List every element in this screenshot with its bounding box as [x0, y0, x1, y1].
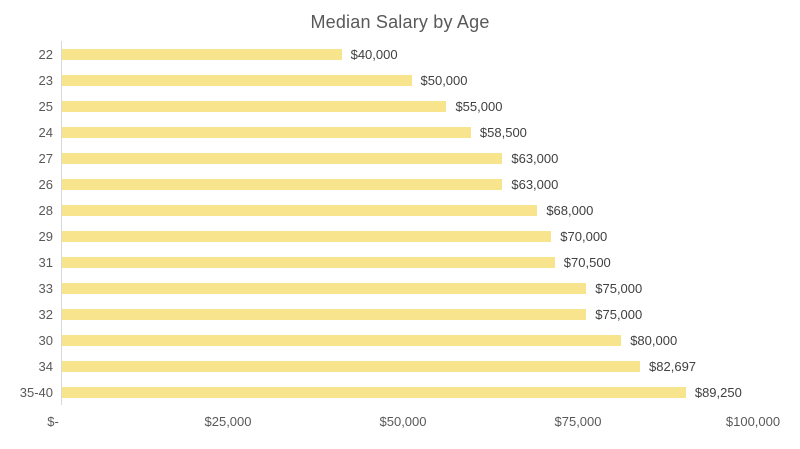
bar — [62, 256, 555, 268]
category-label: 26 — [38, 176, 53, 192]
bar-row: 24 $58,500 — [39, 119, 761, 145]
category-label: 35-40 — [19, 384, 53, 400]
category-label: 30 — [38, 332, 53, 348]
x-tick-label: $50,000 — [379, 414, 427, 429]
category-label: 23 — [38, 72, 53, 88]
bar-row: 27 $63,000 — [39, 145, 761, 171]
bar-row: 33 $75,000 — [39, 275, 761, 301]
chart-title: Median Salary by Age — [310, 12, 490, 32]
value-label: $55,000 — [455, 98, 503, 114]
x-axis: $- $25,000 $50,000 $75,000 $100,000 — [47, 405, 780, 429]
value-label: $82,697 — [649, 358, 697, 374]
category-label: 27 — [38, 150, 53, 166]
plot-area: 22 $40,000 23 $50,000 25 $55,000 24 $58,500 27 $6… — [0, 41, 800, 405]
category-label: 31 — [38, 254, 53, 270]
bar — [62, 204, 538, 216]
category-label: 25 — [38, 98, 53, 114]
bar — [62, 178, 503, 190]
bar-row: 25 $55,000 — [39, 93, 761, 119]
value-label: $63,000 — [511, 150, 559, 166]
bar-row: 35-40 $89,250 — [20, 379, 761, 405]
bar — [62, 308, 587, 320]
bar-row: 26 $63,000 — [39, 171, 761, 197]
category-label: 33 — [38, 280, 53, 296]
category-label: 34 — [38, 358, 53, 374]
bar — [62, 230, 552, 242]
category-label: 32 — [38, 306, 53, 322]
bar — [62, 100, 447, 112]
bar — [62, 126, 471, 138]
bar — [62, 48, 342, 60]
category-label: 29 — [38, 228, 53, 244]
bar-rows: 22 $40,000 23 $50,000 25 $55,000 24 $58,500 27 $6… — [20, 41, 761, 405]
value-label: $63,000 — [511, 176, 559, 192]
x-tick-label: $100,000 — [725, 414, 781, 429]
value-label: $80,000 — [630, 332, 678, 348]
bar — [62, 360, 641, 372]
bar — [62, 152, 503, 164]
bar — [62, 386, 686, 398]
x-tick-label: $25,000 — [204, 414, 252, 429]
x-tick-label: $- — [47, 414, 59, 429]
value-label: $40,000 — [350, 46, 398, 62]
bar-row: 29 $70,000 — [39, 223, 761, 249]
bar-row: 32 $75,000 — [39, 301, 761, 327]
bar-row: 22 $40,000 — [39, 41, 761, 67]
value-label: $68,000 — [546, 202, 594, 218]
bar-row: 30 $80,000 — [39, 327, 761, 353]
bar — [62, 334, 622, 346]
value-label: $50,000 — [420, 72, 468, 88]
value-label: $70,500 — [563, 254, 611, 270]
bar — [62, 282, 587, 294]
category-label: 22 — [38, 46, 53, 62]
value-label: $70,000 — [560, 228, 608, 244]
x-tick-label: $75,000 — [554, 414, 602, 429]
bar-row: 31 $70,500 — [39, 249, 761, 275]
bar-row: 23 $50,000 — [39, 67, 761, 93]
value-label: $58,500 — [479, 124, 527, 140]
value-label: $89,250 — [694, 384, 742, 400]
category-label: 24 — [38, 124, 53, 140]
category-label: 28 — [38, 202, 53, 218]
bar-row: 28 $68,000 — [39, 197, 761, 223]
value-label: $75,000 — [595, 306, 643, 322]
bar-row: 34 $82,697 — [39, 353, 761, 379]
value-label: $75,000 — [595, 280, 643, 296]
bar — [62, 74, 412, 86]
